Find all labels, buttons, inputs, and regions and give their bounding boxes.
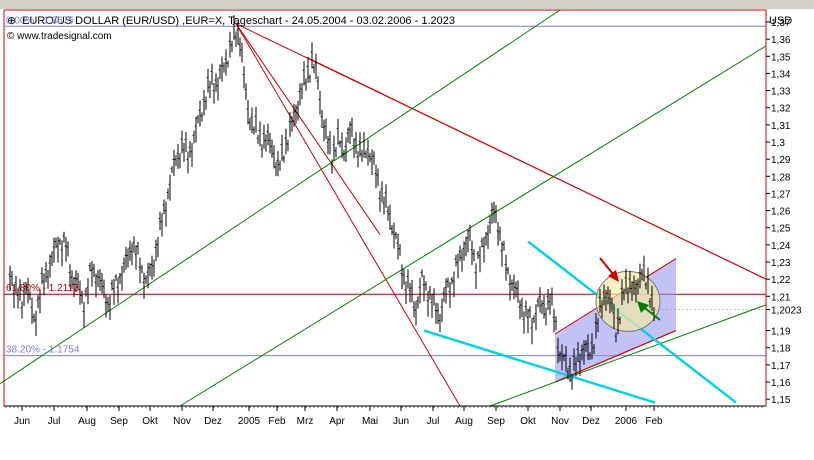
trend-line <box>235 23 461 407</box>
y-tick-label: 1,18 <box>771 344 791 355</box>
y-tick-label: 1,32 <box>771 104 791 115</box>
arrow-green-head-icon <box>637 301 649 313</box>
y-tick-label: 1,33 <box>771 87 791 98</box>
toolbar-strip <box>0 0 814 9</box>
x-tick-label: Aug <box>455 416 473 427</box>
trend-line <box>0 9 561 385</box>
x-tick-label: Mai <box>362 416 378 427</box>
y-tick-label: 1,22 <box>771 275 791 286</box>
x-tick-label: Okt <box>142 416 158 427</box>
axis-layer: 1,37 1,36 1,35 1,34 1,33 1,32 1,31 1,3 1,29 1,28 1… <box>4 18 802 427</box>
y-tick-label: 1,24 <box>771 241 791 252</box>
x-tick-label: Mrz <box>297 416 314 427</box>
x-tick-label: Nov <box>551 416 569 427</box>
fib-level-38-label: 38.20% - 1.1754 <box>6 345 80 356</box>
chart-title: EURO/US DOLLAR (EUR/USD) ,EUR=X, Tagesch… <box>22 15 455 27</box>
y-tick-label: 1,31 <box>771 121 791 132</box>
y-tick-label: 1,28 <box>771 172 791 183</box>
price-layer <box>8 15 655 390</box>
y-tick-label: 1,35 <box>771 52 791 63</box>
x-tick-label: 2006 <box>615 416 638 427</box>
x-tick-label: Jun <box>14 416 30 427</box>
x-tick-label: Okt <box>520 416 536 427</box>
arrow-red-head-icon <box>608 270 619 282</box>
marker-layer <box>599 257 766 321</box>
y-tick-label: 1,16 <box>771 378 791 389</box>
x-tick-label: Jun <box>393 416 409 427</box>
x-tick-label: Dez <box>204 416 222 427</box>
y-tick-label: 1,21 <box>771 292 791 303</box>
trend-line <box>307 57 767 280</box>
x-tick-label: 2005 <box>238 416 261 427</box>
trendline-layer <box>0 9 767 407</box>
fib-level-0-label: 0.00% - 1.3675 <box>6 15 74 26</box>
y-axis-unit: USD <box>769 15 792 27</box>
y-tick-label: 1,19 <box>771 327 791 338</box>
trend-line <box>423 329 656 404</box>
x-tick-label: Sep <box>110 416 128 427</box>
y-tick-label: 1,15 <box>771 395 791 406</box>
x-tick-label: Jul <box>427 416 440 427</box>
y-tick-label: 1,17 <box>771 361 791 372</box>
source-label: © www.tradesignal.com <box>7 31 112 42</box>
x-tick-label: Nov <box>173 416 191 427</box>
x-tick-label: Apr <box>329 416 345 427</box>
y-tick-label: 1,27 <box>771 189 791 200</box>
y-tick-label: 1,34 <box>771 69 791 80</box>
trend-line <box>235 23 381 235</box>
y-tick-label: 1,25 <box>771 224 791 235</box>
y-tick-label: 1,36 <box>771 35 791 46</box>
x-tick-label: Feb <box>268 416 286 427</box>
trend-line <box>489 304 767 407</box>
trend-line <box>179 45 767 407</box>
y-tick-label: 1,26 <box>771 207 791 218</box>
x-tick-label: Feb <box>645 416 663 427</box>
chart-title-icon: ⊕ <box>7 15 16 27</box>
y-tick-label: 1,29 <box>771 155 791 166</box>
x-tick-label: Dez <box>582 416 600 427</box>
y-tick-label: 1,37 <box>771 18 791 29</box>
x-tick-label: Sep <box>487 416 505 427</box>
y-tick-label: 1,2023 <box>771 305 802 316</box>
y-tick-label: 1,3 <box>771 138 785 149</box>
y-tick-label: 1,23 <box>771 258 791 269</box>
x-tick-label: Aug <box>78 416 96 427</box>
fib-level-61-label: 61.80% - 1.2112 <box>6 283 79 294</box>
x-tick-label: Jul <box>48 416 61 427</box>
